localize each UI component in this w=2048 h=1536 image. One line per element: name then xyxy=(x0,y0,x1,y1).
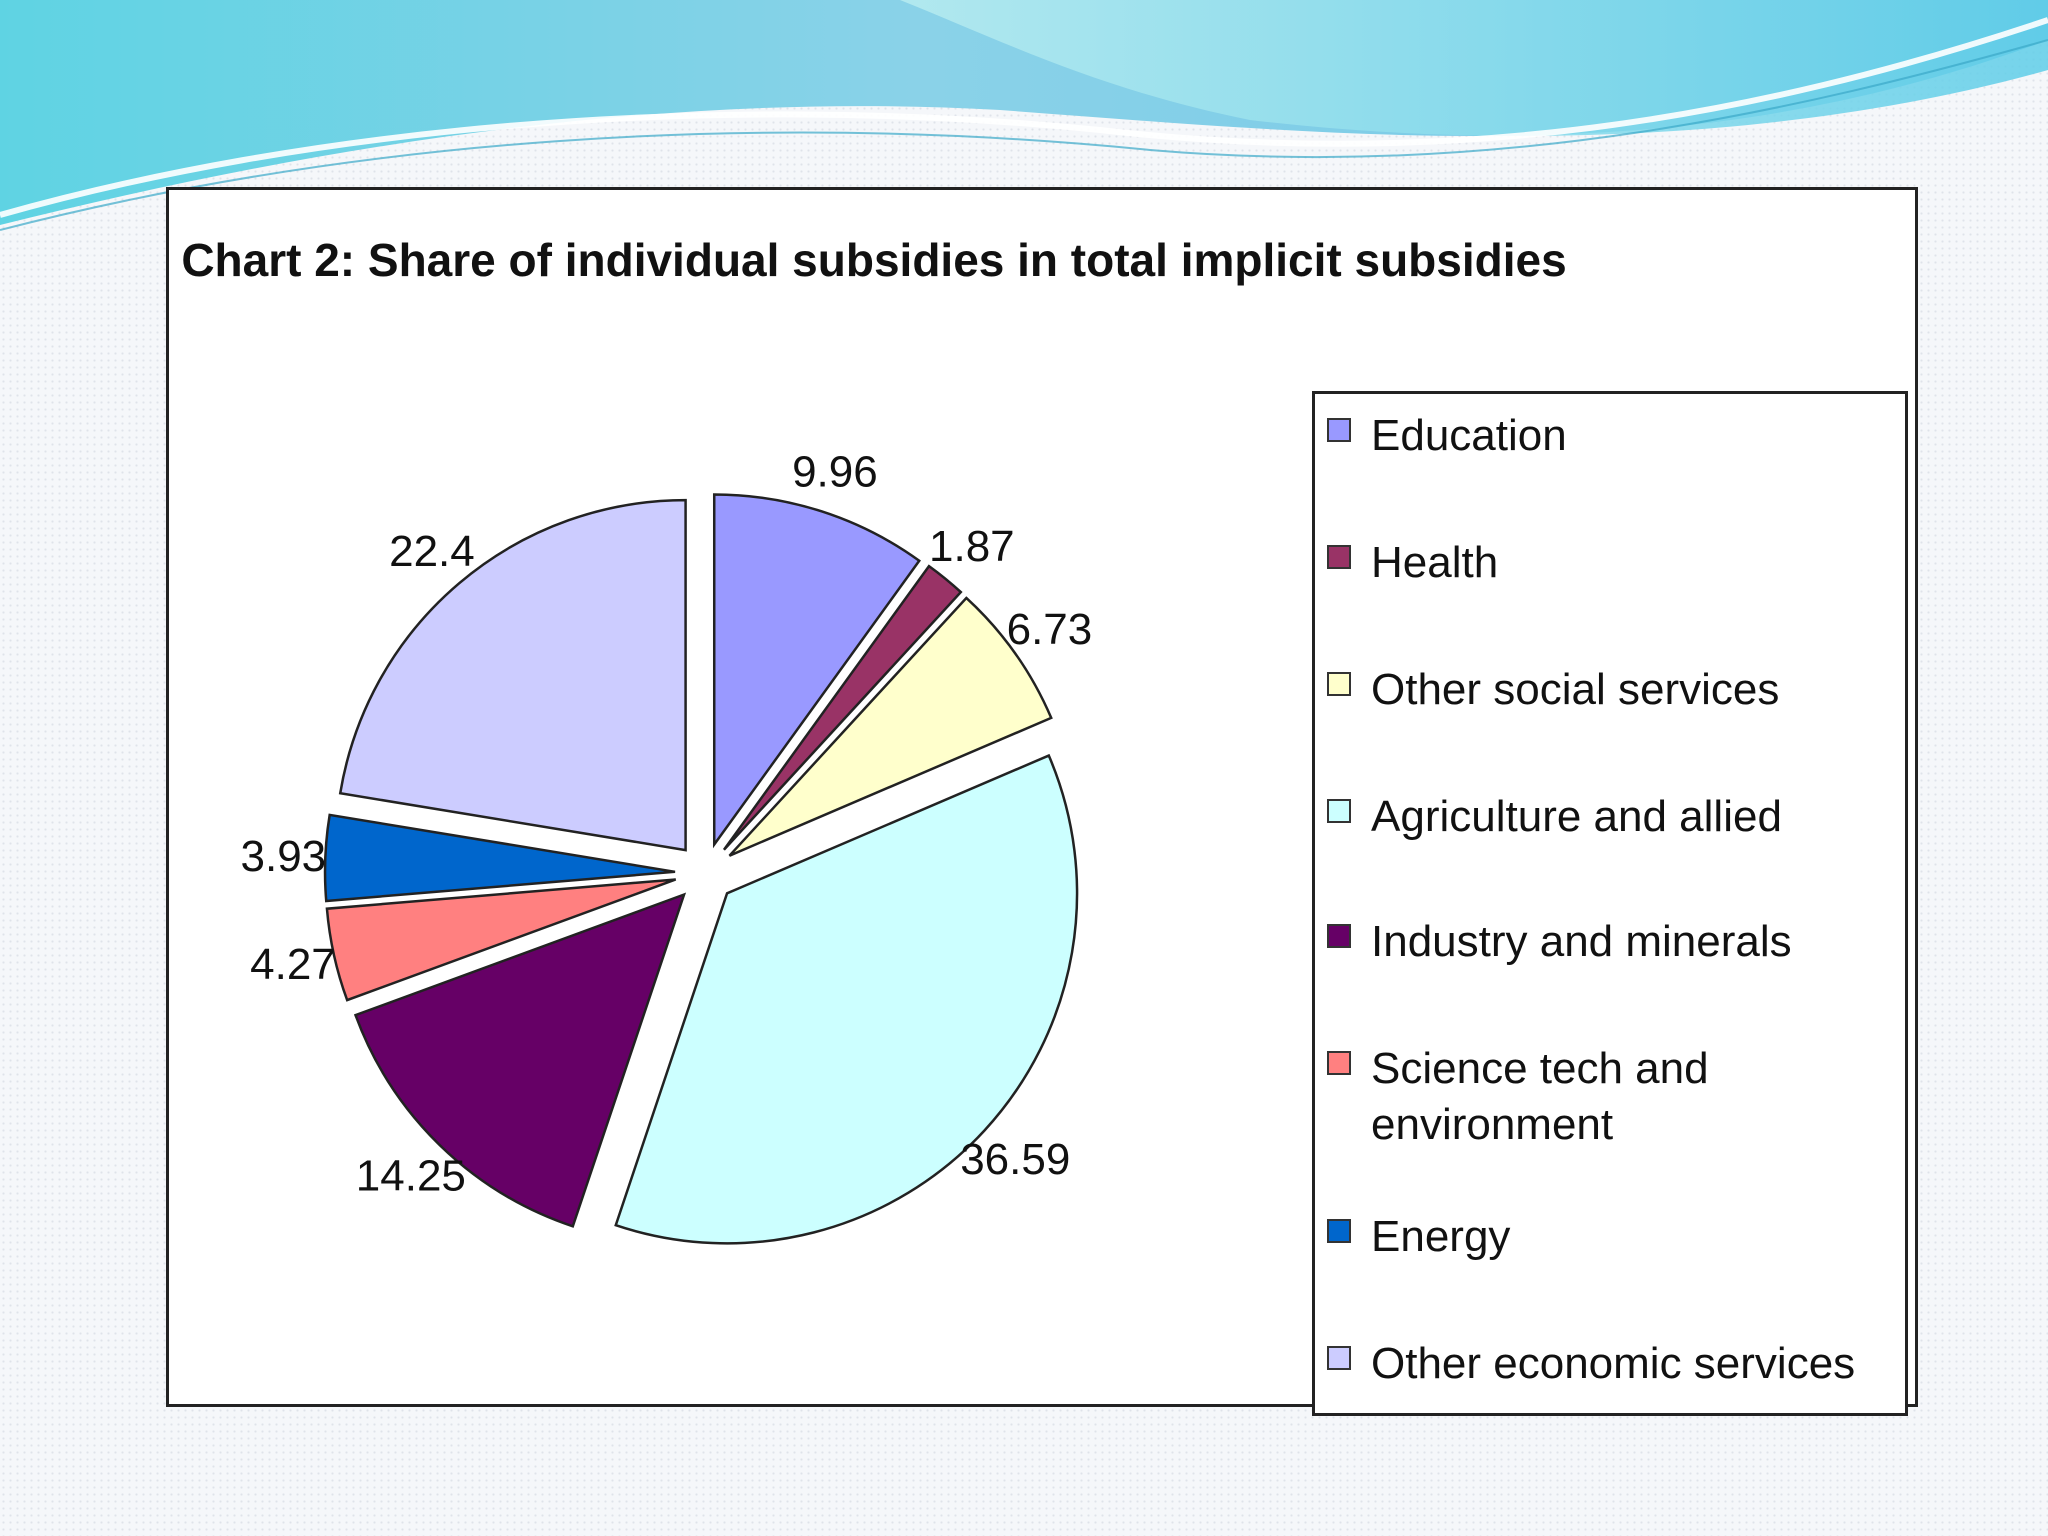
legend-label: Other social services xyxy=(1371,665,1780,714)
data-label-science-tech-and-environment: 4.27 xyxy=(250,940,336,989)
pie-slice-other-social-services xyxy=(728,596,1053,857)
data-label-other-economic-services: 22.4 xyxy=(389,527,475,576)
pie-slice-science-tech-and-environment xyxy=(325,878,677,1002)
legend-swatch xyxy=(1327,1346,1351,1370)
pie-slice-agriculture-and-allied xyxy=(614,753,1079,1245)
data-label-industry-and-minerals: 14.25 xyxy=(356,1152,466,1201)
data-label-agriculture-and-allied: 36.59 xyxy=(960,1135,1070,1184)
legend-swatch xyxy=(1327,924,1351,948)
pie-slice-industry-and-minerals xyxy=(353,892,687,1228)
data-label-health: 1.87 xyxy=(929,522,1015,571)
legend-swatch xyxy=(1327,545,1351,569)
legend-label: Science tech and environment xyxy=(1371,1044,1709,1149)
pie-slice-other-economic-services xyxy=(338,498,687,852)
chart-title: Chart 2: Share of individual subsidies i… xyxy=(181,234,1567,286)
pie-slice-energy xyxy=(323,813,676,903)
legend-label: Industry and minerals xyxy=(1371,917,1792,966)
legend-label: Agriculture and allied xyxy=(1371,792,1782,841)
data-label-energy: 3.93 xyxy=(241,832,327,881)
legend-swatch xyxy=(1327,1219,1351,1243)
decorative-header-banner xyxy=(0,0,2048,231)
data-label-education: 9.96 xyxy=(792,447,878,496)
pie-slice-health xyxy=(722,564,963,851)
legend-swatch xyxy=(1327,1051,1351,1075)
legend-swatch xyxy=(1327,799,1351,823)
legend-label: Energy xyxy=(1371,1212,1511,1261)
data-label-other-social-services: 6.73 xyxy=(1007,605,1093,654)
legend-swatch xyxy=(1327,672,1351,696)
legend-label: Other economic services xyxy=(1371,1339,1856,1388)
legend: Education Health Other social services Agri… xyxy=(1312,391,1908,1416)
pie-slice-education xyxy=(712,493,921,849)
chart-area: Chart 2: Share of individual subsidies i… xyxy=(166,187,1918,1416)
legend-label: Education xyxy=(1371,411,1567,460)
legend-swatch xyxy=(1327,418,1351,442)
pie-chart: 9.96 1.87 6.73 36.59 14.25 4.27 3.93 22.4 xyxy=(241,447,1093,1245)
legend-label: Health xyxy=(1371,538,1499,587)
